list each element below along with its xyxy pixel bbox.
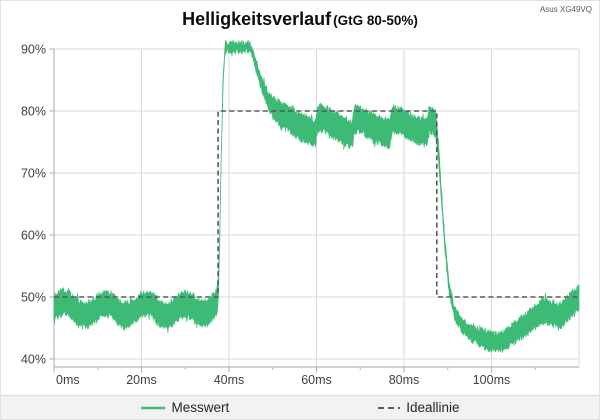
y-tick-label: 60% [21, 229, 46, 243]
y-tick-label: 90% [21, 43, 46, 57]
y-tick-label: 50% [21, 291, 46, 305]
device-label: Asus XG49VQ [539, 5, 592, 14]
chart-title: Helligkeitsverlauf [182, 9, 332, 29]
x-tick-label: 40ms [214, 373, 245, 387]
solid-line-swatch-icon [141, 406, 166, 409]
plot-area: 90% 80% 70% 60% 50% 40% 0ms 20ms 40ms 60ms 80ms 100… [21, 39, 580, 387]
measured-series-band [53, 39, 580, 354]
ideal-line [54, 110, 579, 298]
x-tick-label: 80ms [389, 373, 420, 387]
legend-item-messwert: Messwert [140, 400, 229, 415]
y-tick-label: 40% [21, 353, 46, 367]
chart-subtitle: (GtG 80-50%) [333, 13, 418, 28]
chart-title-row: Helligkeitsverlauf (GtG 80-50%) [1, 9, 599, 30]
legend-label-messwert: Messwert [171, 400, 230, 415]
x-tick-label: 60ms [301, 373, 332, 387]
legend-label-ideallinie: Ideallinie [406, 400, 460, 415]
x-tick-label: 100ms [473, 373, 511, 387]
x-tick-label: 20ms [126, 373, 157, 387]
x-tick-label: 0ms [56, 373, 80, 387]
y-tick-label: 80% [21, 105, 46, 119]
y-tick-label: 70% [21, 167, 46, 181]
legend: Messwert Ideallinie [1, 395, 599, 419]
dashed-line-swatch-icon [378, 406, 401, 409]
legend-item-ideallinie: Ideallinie [377, 400, 460, 415]
